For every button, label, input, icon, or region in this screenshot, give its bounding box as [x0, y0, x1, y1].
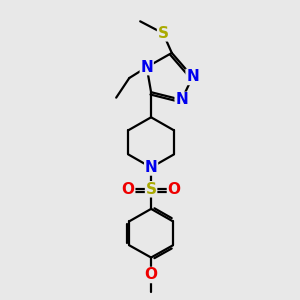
- Text: O: O: [122, 182, 135, 197]
- Text: O: O: [167, 182, 181, 197]
- Text: N: N: [186, 69, 199, 84]
- Text: O: O: [145, 268, 158, 283]
- Text: S: S: [146, 182, 157, 197]
- Text: N: N: [145, 160, 158, 175]
- Text: S: S: [158, 26, 169, 41]
- Text: N: N: [140, 60, 153, 75]
- Text: N: N: [175, 92, 188, 107]
